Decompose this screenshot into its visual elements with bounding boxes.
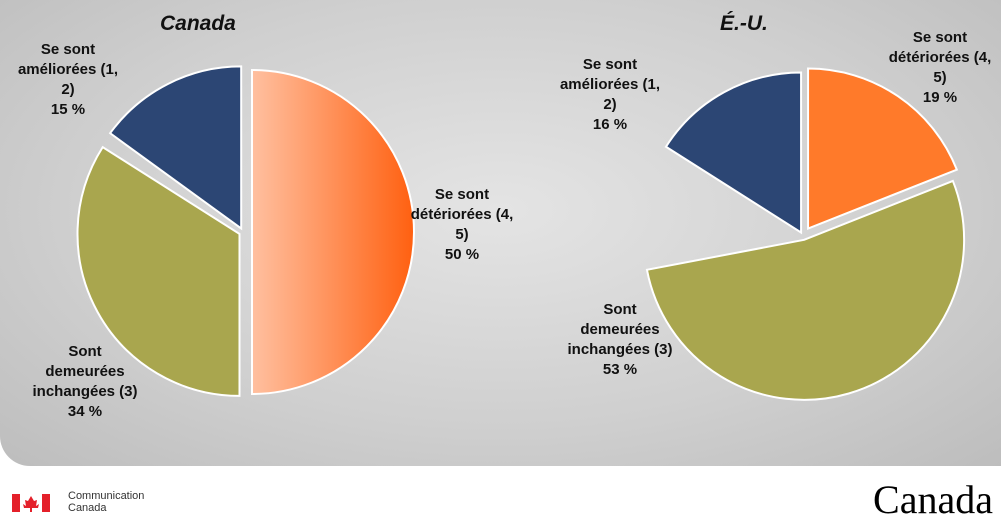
value-label: 53 % — [602, 361, 638, 378]
pie-slice — [251, 68, 415, 396]
value-label: 16 % — [592, 116, 628, 133]
pie-slice — [645, 179, 966, 401]
slice-label: Se sont améliorées (1, 2) — [559, 56, 661, 113]
value-label: 19 % — [922, 89, 958, 106]
pie-slice — [76, 145, 241, 397]
pie-slice — [664, 71, 803, 235]
slice-label: Sont demeurées inchangées (3) — [32, 343, 138, 400]
slice-label: Sont demeurées inchangées (3) — [567, 301, 673, 358]
value-label: 34 % — [67, 403, 103, 420]
value-label: 50 % — [444, 246, 480, 263]
slice-label: Se sont détériorées (4, 5) — [410, 186, 514, 243]
chart-title: É.-U. — [720, 12, 768, 35]
slice-label: Se sont améliorées (1, 2) — [17, 41, 119, 98]
value-label: 15 % — [50, 101, 86, 118]
flag — [12, 494, 50, 512]
pie-slice — [807, 67, 959, 231]
pie-slice — [108, 65, 243, 231]
slice-label: Se sont détériorées (4, 5) — [888, 29, 992, 86]
wordmark: Canada — [873, 477, 993, 519]
department: Communication Canada — [68, 490, 145, 514]
chart-title: Canada — [160, 12, 236, 35]
